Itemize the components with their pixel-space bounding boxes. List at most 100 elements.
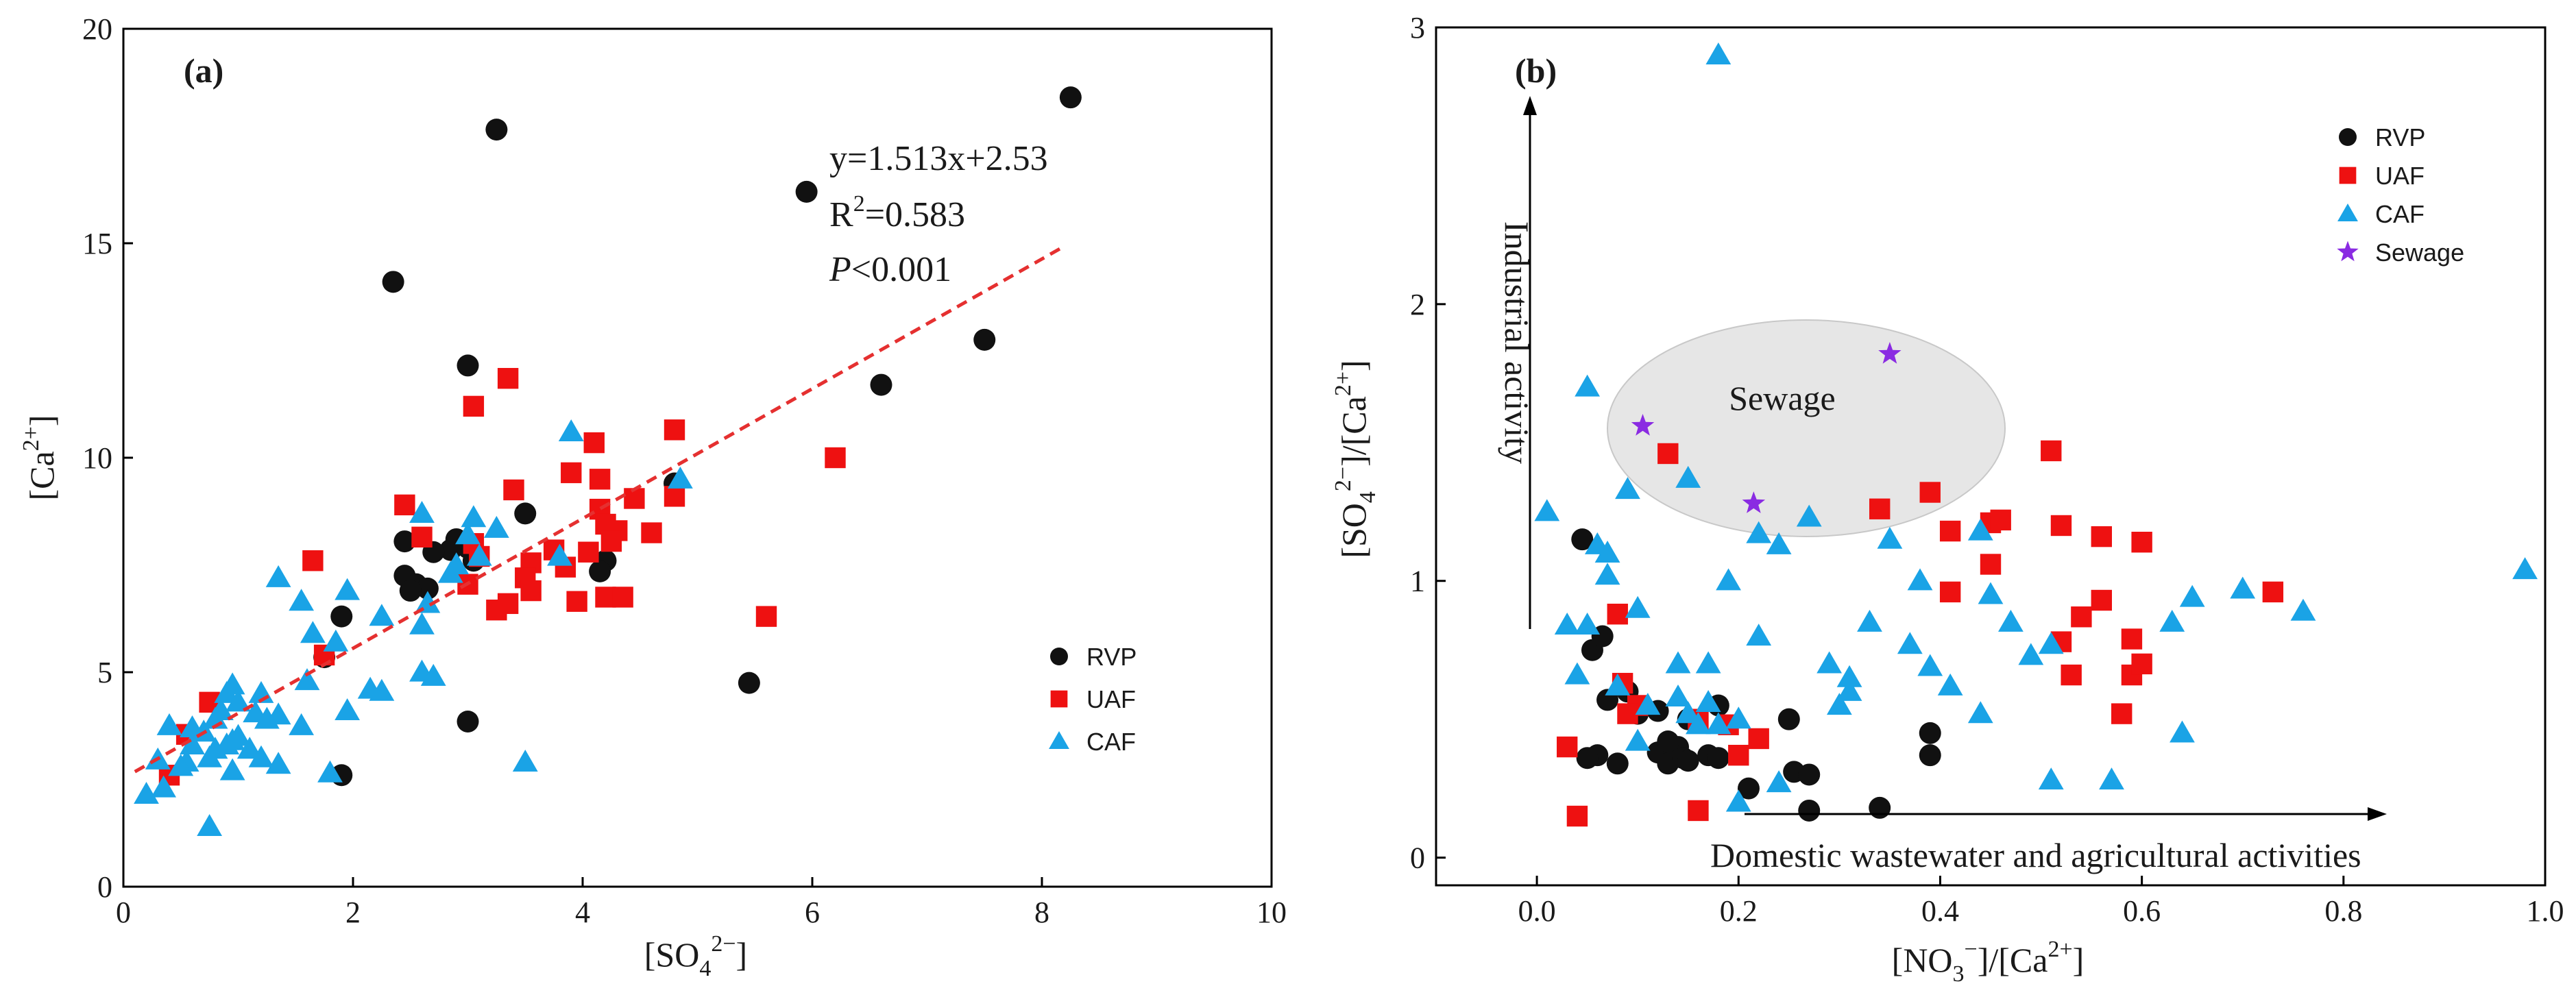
rvp-point bbox=[973, 328, 996, 351]
caf-point bbox=[265, 752, 291, 774]
uaf-point bbox=[641, 522, 662, 543]
uaf-point bbox=[486, 600, 507, 621]
uaf-point bbox=[2071, 606, 2092, 628]
caf-point bbox=[1705, 42, 1731, 64]
uaf-point bbox=[1728, 744, 1749, 766]
panel-a-r-squared: R2=0.583 bbox=[829, 191, 965, 234]
rvp-point bbox=[1798, 763, 1821, 786]
rvp-point bbox=[457, 354, 479, 377]
caf-point bbox=[1635, 693, 1661, 715]
uaf-point bbox=[2111, 703, 2133, 724]
caf-point bbox=[323, 629, 349, 652]
sewage-point bbox=[1742, 491, 1766, 513]
uaf-point bbox=[2131, 653, 2152, 675]
caf-point bbox=[1605, 673, 1631, 696]
rvp-point bbox=[393, 530, 416, 553]
uaf-point bbox=[1869, 498, 1891, 519]
caf-point bbox=[1665, 651, 1691, 674]
caf-point bbox=[1917, 654, 1943, 676]
legend-label-rvp: RVP bbox=[2375, 123, 2425, 151]
panel-a-y-axis-title: [Ca2+] bbox=[19, 415, 61, 500]
caf-point bbox=[317, 760, 343, 783]
x-tick-label: 0.4 bbox=[1921, 894, 1959, 928]
caf-point bbox=[1564, 662, 1590, 685]
caf-point bbox=[2170, 720, 2195, 743]
panel-b: Sewage 0.0 0.2 0.4 0.6 0.8 1.0 0 1 2 3 (b) Indust… bbox=[1330, 11, 2564, 987]
uaf-point bbox=[2041, 440, 2062, 462]
caf-point bbox=[1897, 632, 1923, 654]
caf-point bbox=[289, 713, 315, 735]
caf-point bbox=[1836, 665, 1862, 687]
caf-point bbox=[2038, 767, 2064, 790]
uaf-point bbox=[612, 587, 633, 608]
caf-point bbox=[335, 698, 361, 720]
uaf-point bbox=[2121, 628, 2143, 650]
uaf-point bbox=[2091, 526, 2112, 547]
x-tick-label: 4 bbox=[575, 896, 590, 929]
panel-b-plot-frame bbox=[1435, 26, 2547, 887]
x-tick-label: 10 bbox=[1256, 896, 1287, 929]
caf-point bbox=[1705, 712, 1731, 735]
uaf-point bbox=[302, 550, 324, 571]
uaf-point bbox=[463, 395, 485, 417]
rvp-point bbox=[1798, 799, 1821, 822]
rvp-point bbox=[1869, 796, 1891, 819]
domestic-agricultural-label: Domestic wastewater and agricultural act… bbox=[1710, 836, 2361, 874]
panel-b-legend: RVP UAF CAF Sewage bbox=[2337, 123, 2464, 267]
y-tick-label: 15 bbox=[82, 227, 112, 260]
caf-point bbox=[1796, 504, 1822, 527]
caf-point bbox=[1554, 612, 1580, 635]
legend-marker-uaf bbox=[2339, 167, 2357, 184]
caf-point bbox=[2512, 557, 2538, 580]
caf-point bbox=[156, 713, 182, 735]
caf-point bbox=[1746, 624, 1772, 646]
uaf-point bbox=[1919, 482, 1941, 503]
rvp-point bbox=[330, 605, 353, 628]
uaf-point bbox=[1939, 520, 1961, 542]
uaf-point bbox=[394, 494, 415, 516]
y-tick-label: 1 bbox=[1410, 565, 1425, 598]
caf-point bbox=[226, 724, 251, 746]
caf-point bbox=[483, 515, 509, 538]
panel-a-label: (a) bbox=[184, 51, 223, 90]
x-tick-label: 0 bbox=[116, 896, 131, 929]
caf-point bbox=[369, 604, 395, 626]
caf-point bbox=[667, 466, 693, 489]
caf-point bbox=[180, 733, 205, 755]
uaf-point bbox=[2061, 664, 2082, 686]
legend-marker-uaf bbox=[1050, 690, 1068, 708]
caf-point bbox=[2179, 584, 2205, 607]
caf-point bbox=[1766, 770, 1792, 793]
caf-point bbox=[1836, 678, 1862, 701]
rvp-point bbox=[1571, 528, 1594, 551]
uaf-point bbox=[589, 469, 611, 490]
panel-a: 0 2 4 6 8 10 0 5 10 15 20 (a) y=1.513x+2.53 R2=0.5… bbox=[19, 12, 1287, 981]
caf-point bbox=[214, 733, 240, 755]
rvp-point bbox=[1707, 747, 1729, 770]
uaf-point bbox=[624, 488, 645, 509]
caf-point bbox=[1998, 609, 2024, 632]
uaf-point bbox=[583, 432, 605, 454]
rvp-point bbox=[382, 271, 404, 293]
uaf-point bbox=[600, 530, 622, 552]
caf-point bbox=[219, 758, 245, 780]
caf-point bbox=[547, 543, 572, 566]
caf-point bbox=[1675, 465, 1701, 488]
uaf-point bbox=[755, 606, 777, 627]
caf-point bbox=[300, 621, 326, 643]
sewage-point bbox=[1631, 414, 1655, 436]
y-tick-label: 2 bbox=[1410, 288, 1425, 321]
y-tick-label: 0 bbox=[1410, 841, 1425, 875]
caf-point bbox=[1625, 728, 1651, 751]
caf-point bbox=[1615, 477, 1640, 500]
caf-point bbox=[466, 543, 492, 566]
rvp-point bbox=[738, 672, 760, 694]
caf-point bbox=[1978, 582, 2004, 604]
caf-point bbox=[1766, 532, 1792, 554]
caf-point bbox=[1575, 612, 1601, 635]
rvp-point bbox=[1919, 722, 1941, 744]
caf-point bbox=[1877, 526, 1903, 549]
rvp-point bbox=[795, 180, 818, 203]
legend-marker-rvp bbox=[2339, 128, 2357, 146]
caf-point bbox=[151, 775, 177, 798]
